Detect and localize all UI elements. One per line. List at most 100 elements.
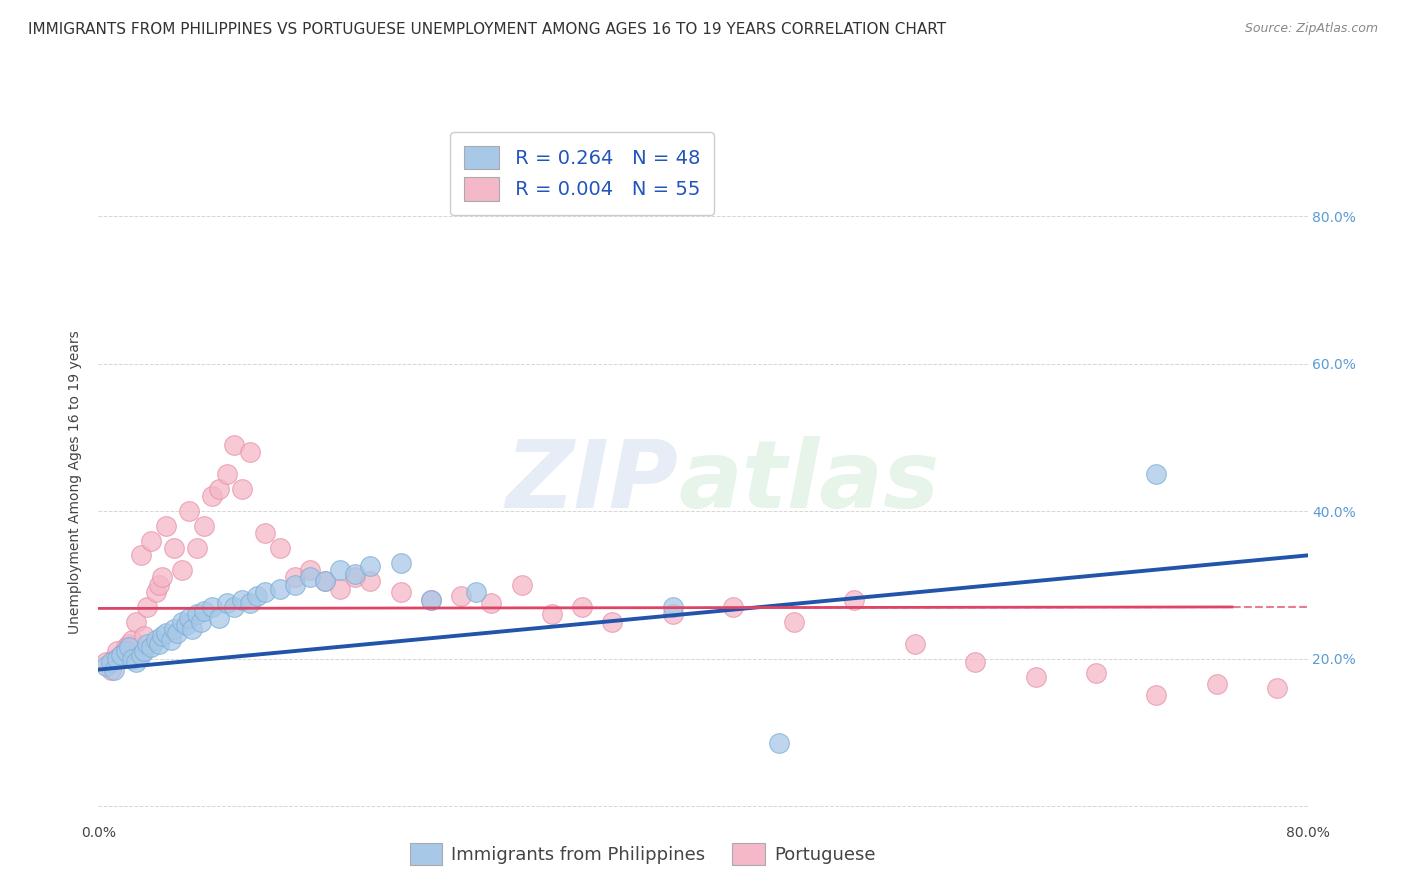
Point	[201, 599, 224, 614]
Point	[155, 519, 177, 533]
Point	[1085, 666, 1108, 681]
Point	[150, 629, 173, 643]
Point	[166, 625, 188, 640]
Point	[329, 582, 352, 596]
Point	[965, 655, 987, 669]
Point	[208, 482, 231, 496]
Point	[1144, 467, 1167, 482]
Point	[193, 519, 215, 533]
Point	[602, 615, 624, 629]
Point	[662, 607, 685, 622]
Point	[662, 599, 685, 614]
Point	[129, 648, 152, 662]
Point	[571, 599, 593, 614]
Point	[481, 596, 503, 610]
Point	[190, 615, 212, 629]
Point	[269, 541, 291, 555]
Point	[105, 651, 128, 665]
Point	[181, 622, 204, 636]
Point	[148, 637, 170, 651]
Point	[105, 644, 128, 658]
Point	[314, 574, 336, 589]
Point	[246, 589, 269, 603]
Text: ZIP: ZIP	[506, 435, 679, 528]
Point	[1267, 681, 1289, 695]
Point	[1024, 670, 1046, 684]
Point	[904, 637, 927, 651]
Point	[360, 574, 382, 589]
Point	[783, 615, 806, 629]
Point	[103, 651, 125, 665]
Point	[141, 640, 163, 655]
Point	[163, 622, 186, 636]
Point	[1144, 689, 1167, 703]
Point	[239, 596, 262, 610]
Point	[253, 585, 276, 599]
Point	[121, 633, 143, 648]
Point	[450, 589, 472, 603]
Point	[389, 585, 412, 599]
Point	[170, 615, 193, 629]
Text: Source: ZipAtlas.com: Source: ZipAtlas.com	[1244, 22, 1378, 36]
Point	[121, 651, 143, 665]
Point	[360, 559, 382, 574]
Point	[389, 556, 412, 570]
Point	[118, 640, 141, 655]
Point	[145, 633, 167, 648]
Point	[253, 526, 276, 541]
Point	[284, 578, 307, 592]
Point	[163, 541, 186, 555]
Point	[114, 644, 136, 658]
Point	[215, 596, 238, 610]
Y-axis label: Unemployment Among Ages 16 to 19 years: Unemployment Among Ages 16 to 19 years	[69, 330, 83, 633]
Point	[231, 482, 253, 496]
Point	[269, 582, 291, 596]
Point	[132, 644, 155, 658]
Point	[160, 633, 183, 648]
Text: atlas: atlas	[679, 435, 941, 528]
Point	[344, 566, 367, 581]
Point	[170, 563, 193, 577]
Point	[299, 570, 322, 584]
Point	[110, 648, 132, 662]
Point	[103, 663, 125, 677]
Point	[723, 599, 745, 614]
Point	[94, 659, 117, 673]
Point	[768, 736, 790, 750]
Point	[114, 640, 136, 655]
Point	[1206, 677, 1229, 691]
Point	[186, 541, 208, 555]
Point	[420, 592, 443, 607]
Point	[155, 625, 177, 640]
Point	[125, 655, 148, 669]
Point	[118, 637, 141, 651]
Point	[314, 574, 336, 589]
Point	[125, 615, 148, 629]
Legend: Immigrants from Philippines, Portuguese: Immigrants from Philippines, Portuguese	[402, 836, 883, 872]
Point	[129, 549, 152, 563]
Point	[510, 578, 533, 592]
Point	[179, 611, 201, 625]
Point	[844, 592, 866, 607]
Point	[420, 592, 443, 607]
Point	[174, 618, 197, 632]
Point	[465, 585, 488, 599]
Point	[100, 655, 122, 669]
Point	[186, 607, 208, 622]
Point	[284, 570, 307, 584]
Point	[201, 490, 224, 504]
Point	[135, 599, 157, 614]
Point	[100, 663, 122, 677]
Point	[239, 445, 262, 459]
Point	[141, 533, 163, 548]
Point	[179, 504, 201, 518]
Point	[540, 607, 562, 622]
Point	[110, 648, 132, 662]
Point	[224, 438, 246, 452]
Text: IMMIGRANTS FROM PHILIPPINES VS PORTUGUESE UNEMPLOYMENT AMONG AGES 16 TO 19 YEARS: IMMIGRANTS FROM PHILIPPINES VS PORTUGUES…	[28, 22, 946, 37]
Point	[224, 599, 246, 614]
Point	[94, 655, 117, 669]
Point	[231, 592, 253, 607]
Point	[150, 570, 173, 584]
Point	[145, 585, 167, 599]
